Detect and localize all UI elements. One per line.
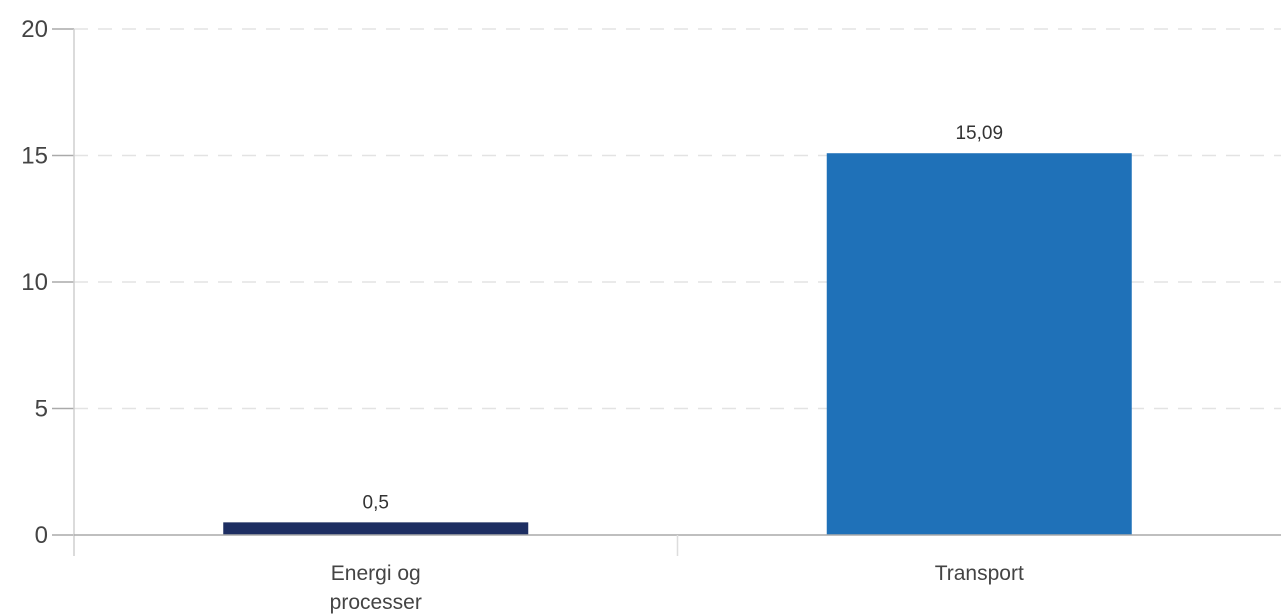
x-tick-label: Energi og processer	[330, 562, 422, 614]
y-tick-label: 0	[35, 522, 48, 549]
bar	[223, 522, 529, 535]
x-axis: Energi og processer Transport	[74, 534, 1281, 614]
x-tick-label: Transport	[935, 562, 1024, 585]
bars: 0,5 15,09	[223, 123, 1132, 535]
gridlines	[74, 28, 1281, 410]
data-label: 15,09	[955, 123, 1003, 144]
y-axis: 0 5 10 15 20	[21, 16, 75, 556]
y-tick-label: 10	[21, 269, 48, 296]
y-tick-label: 5	[35, 396, 48, 423]
data-label: 0,5	[363, 492, 389, 513]
y-tick-label: 15	[21, 143, 48, 170]
y-tick-label: 20	[21, 16, 48, 43]
bar	[826, 153, 1132, 535]
